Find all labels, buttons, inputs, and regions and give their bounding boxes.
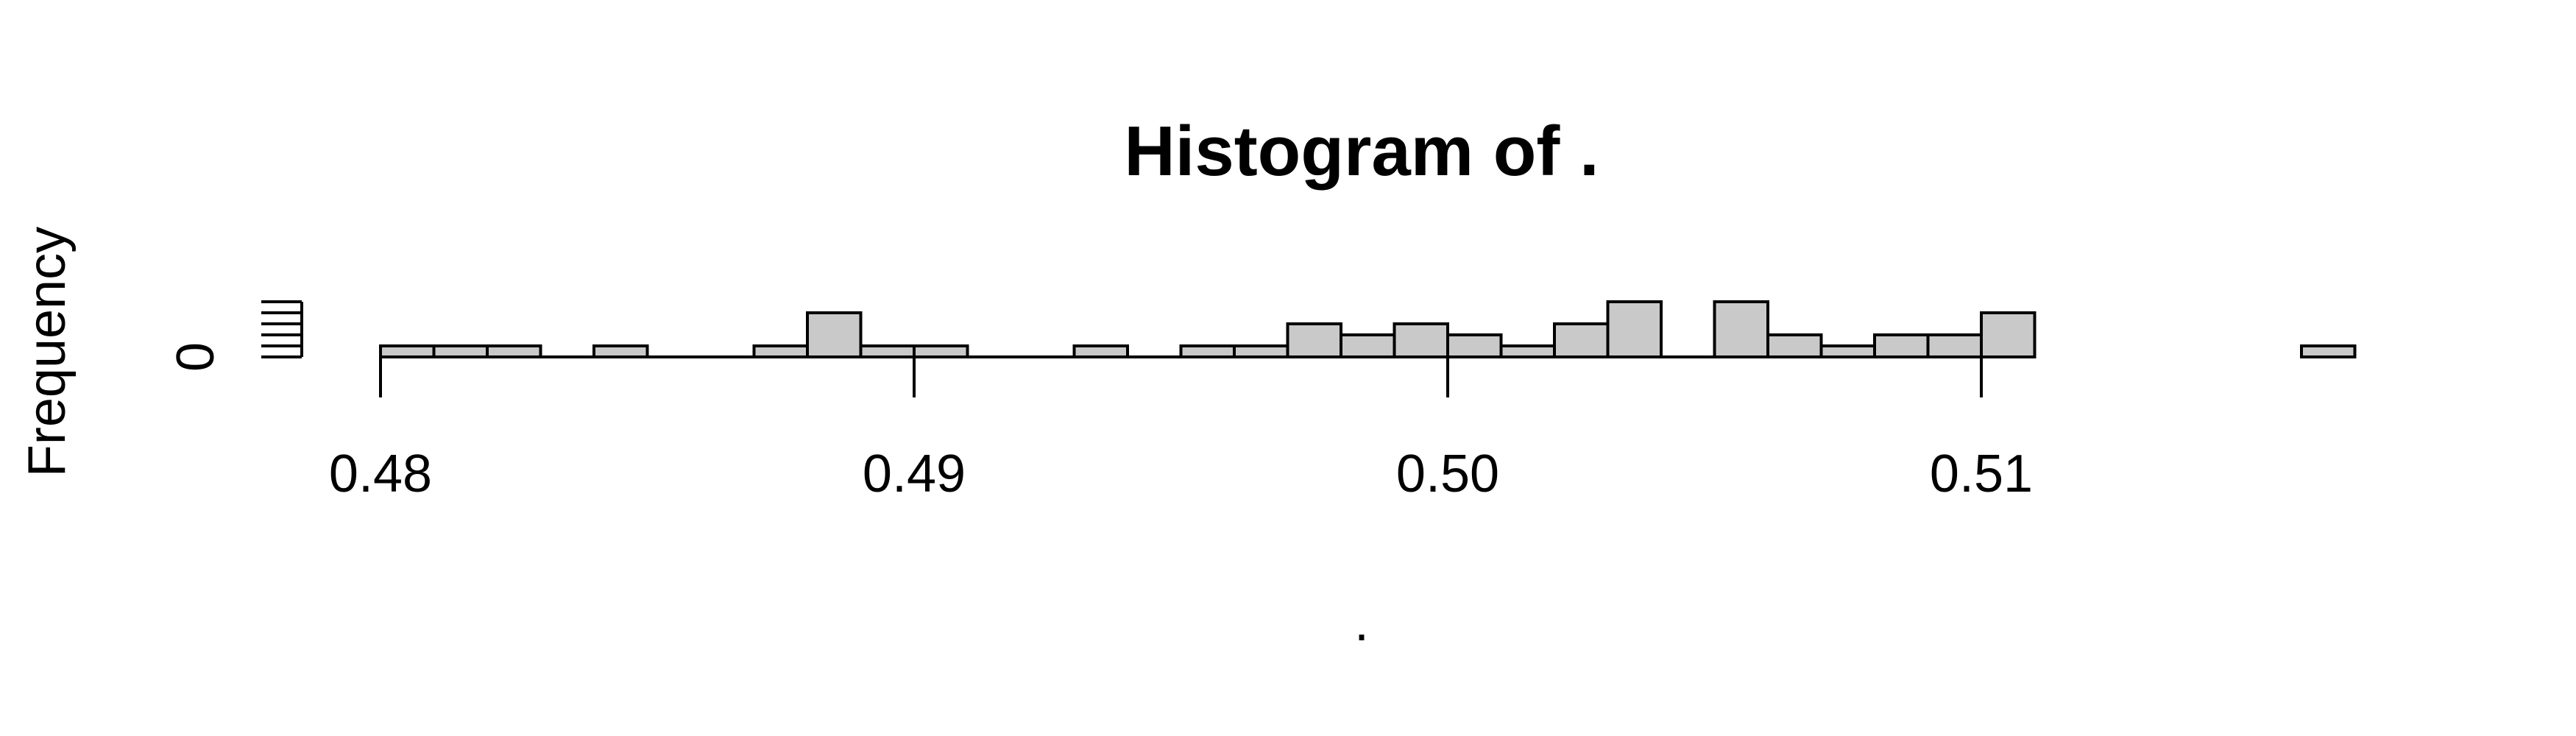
chart-title: Histogram of . xyxy=(1124,112,1599,191)
histogram-bar xyxy=(1179,344,1236,358)
histogram-bar xyxy=(379,344,436,358)
histogram-bar xyxy=(1233,344,1289,358)
histogram-bar xyxy=(1606,300,1663,358)
y-axis-label: Frequency xyxy=(18,227,77,477)
histogram-bar xyxy=(752,344,809,358)
x-tick-label: 0.50 xyxy=(1396,445,1499,503)
histogram-bar xyxy=(1446,333,1503,358)
histogram-bar xyxy=(1286,322,1342,358)
histogram-bar xyxy=(486,344,542,358)
histogram-bar xyxy=(2300,344,2357,358)
histogram-bar xyxy=(1553,322,1610,358)
histogram-bar xyxy=(1819,344,1876,358)
y-tick-label: 0 xyxy=(166,342,225,372)
histogram-bar xyxy=(859,344,916,358)
histogram-bar xyxy=(1713,300,1769,358)
bars-layer xyxy=(379,300,2357,358)
y-axis: 0 xyxy=(166,300,303,372)
histogram-bar xyxy=(1340,333,1396,358)
histogram-bar xyxy=(806,311,863,358)
histogram-bar xyxy=(1766,333,1823,358)
x-tick-label: 0.51 xyxy=(1930,445,2033,503)
histogram-bar xyxy=(1926,333,1983,358)
x-axis: 0.48 0.49 0.50 0.51 xyxy=(329,355,2033,503)
histogram-bar xyxy=(1072,344,1129,358)
x-axis-label: . xyxy=(1354,593,1369,652)
histogram-bar xyxy=(432,344,489,358)
histogram-bar xyxy=(913,344,969,358)
histogram-bar xyxy=(1980,311,2037,358)
histogram-bar xyxy=(1393,322,1449,358)
histogram-bar xyxy=(592,344,649,358)
histogram-bar xyxy=(1873,333,1930,358)
histogram-bar xyxy=(1499,344,1556,358)
x-tick-label: 0.48 xyxy=(329,445,432,503)
x-tick-label: 0.49 xyxy=(863,445,966,503)
